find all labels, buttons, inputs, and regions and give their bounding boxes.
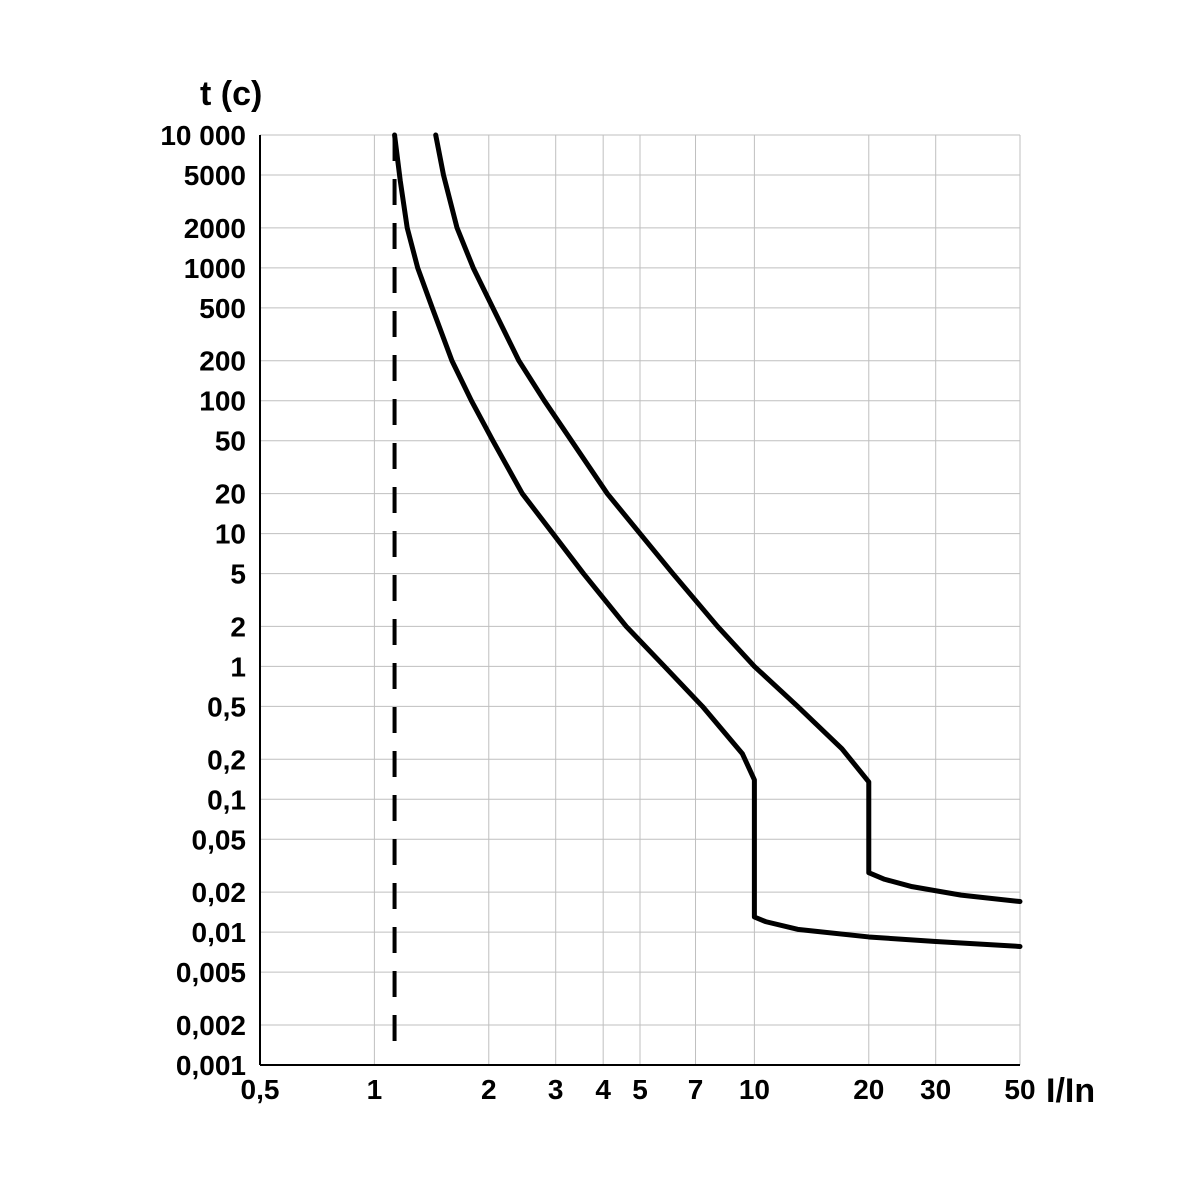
y-tick-label: 5 bbox=[230, 559, 246, 590]
y-tick-label: 2 bbox=[230, 611, 246, 642]
y-tick-label: 20 bbox=[215, 479, 246, 510]
y-tick-label: 10 000 bbox=[160, 120, 246, 151]
y-tick-label: 0,005 bbox=[176, 957, 246, 988]
y-tick-label: 0,02 bbox=[192, 877, 247, 908]
page: 001.com.ua t (с) I/In 0,5123457102030501… bbox=[0, 0, 1200, 1200]
y-tick-label: 0,05 bbox=[192, 824, 247, 855]
y-tick-label: 0,2 bbox=[207, 744, 246, 775]
chart: 0,51234571020305010 00050002000100050020… bbox=[0, 0, 1200, 1200]
y-tick-label: 0,002 bbox=[176, 1010, 246, 1041]
y-tick-label: 50 bbox=[215, 426, 246, 457]
y-tick-label: 0,001 bbox=[176, 1050, 246, 1081]
y-tick-label: 5000 bbox=[184, 160, 246, 191]
x-tick-label: 1 bbox=[367, 1074, 383, 1105]
x-tick-label: 20 bbox=[853, 1074, 884, 1105]
y-tick-label: 500 bbox=[199, 293, 246, 324]
x-tick-label: 3 bbox=[548, 1074, 564, 1105]
x-tick-label: 2 bbox=[481, 1074, 497, 1105]
y-tick-label: 10 bbox=[215, 519, 246, 550]
x-tick-label: 4 bbox=[595, 1074, 611, 1105]
x-tick-label: 5 bbox=[632, 1074, 648, 1105]
y-tick-label: 0,1 bbox=[207, 784, 246, 815]
y-tick-label: 2000 bbox=[184, 213, 246, 244]
x-tick-label: 10 bbox=[739, 1074, 770, 1105]
y-tick-label: 0,01 bbox=[192, 917, 247, 948]
y-tick-label: 100 bbox=[199, 386, 246, 417]
y-tick-label: 1 bbox=[230, 651, 246, 682]
y-tick-label: 1000 bbox=[184, 253, 246, 284]
x-tick-label: 7 bbox=[688, 1074, 704, 1105]
x-tick-label: 30 bbox=[920, 1074, 951, 1105]
y-tick-label: 200 bbox=[199, 346, 246, 377]
x-tick-label: 0,5 bbox=[241, 1074, 280, 1105]
x-tick-label: 50 bbox=[1004, 1074, 1035, 1105]
y-tick-label: 0,5 bbox=[207, 691, 246, 722]
